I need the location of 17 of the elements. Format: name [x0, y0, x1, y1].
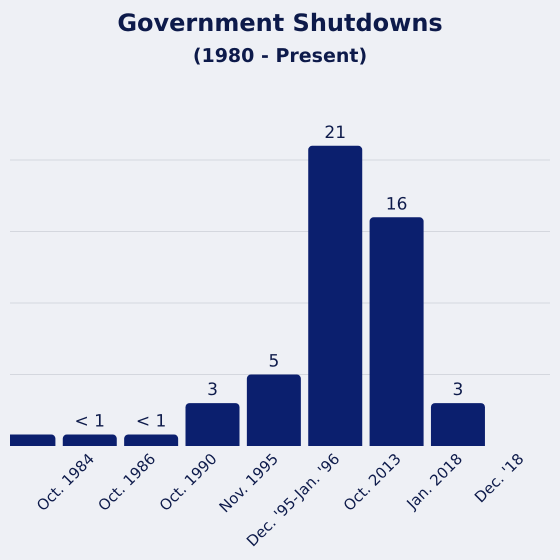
x-tick-label: Dec. '18	[471, 450, 528, 506]
data-label: 16	[386, 194, 408, 214]
data-label: 5	[268, 352, 280, 372]
bar	[430, 403, 485, 446]
bar	[308, 146, 362, 446]
bar	[246, 374, 301, 446]
data-label: 3	[207, 380, 218, 400]
data-label: 3	[452, 380, 464, 400]
data-label: 21	[324, 122, 346, 143]
bar	[370, 217, 424, 446]
bar	[124, 434, 178, 446]
bar	[186, 403, 240, 446]
chart-title: Government Shutdowns	[117, 8, 443, 37]
data-label: < 1	[74, 412, 106, 432]
data-label: < 1	[136, 412, 166, 432]
chart-subtitle: (1980 - Present)	[192, 45, 368, 67]
bar	[62, 434, 117, 446]
